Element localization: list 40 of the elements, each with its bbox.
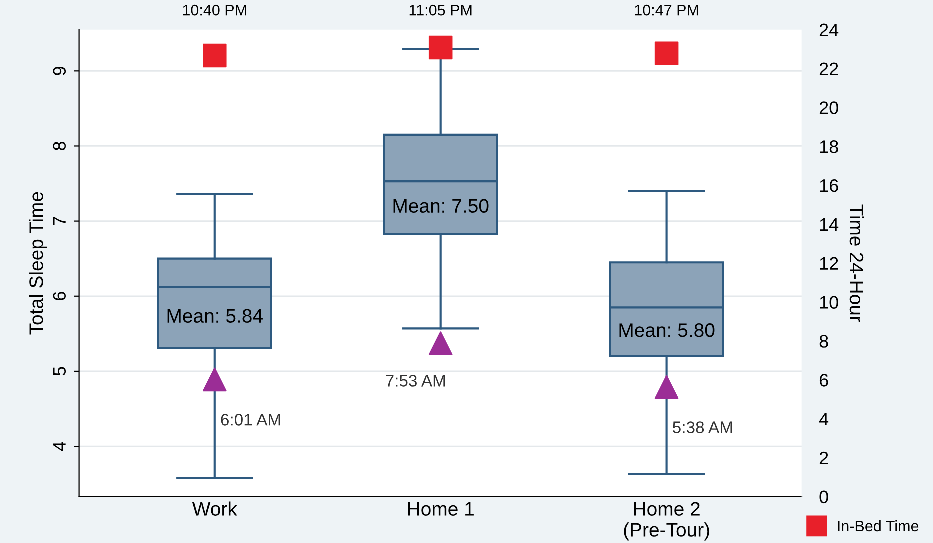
y2-tick-label: 4 <box>819 413 829 426</box>
y2-tick-label: 20 <box>820 102 838 114</box>
y2-tick-label: 16 <box>820 179 838 192</box>
point <box>202 368 227 392</box>
y2-tick-label: 10 <box>820 296 838 309</box>
x-tick-label: Home 2 (Pre-Tour) <box>624 502 710 541</box>
data-label: 10:40 PM <box>183 4 246 16</box>
y-tick-label: 4 <box>53 442 66 452</box>
y2-tick-label: 24 <box>820 24 839 36</box>
legend-label: In-Bed Time <box>838 520 919 532</box>
data-label: 6:01 AM <box>221 414 280 426</box>
point <box>654 42 679 66</box>
y2-tick-label: 18 <box>820 140 838 154</box>
y2-tick-label: 8 <box>820 335 828 348</box>
data-label: 5:38 AM <box>673 422 732 434</box>
y-axis-title: Total Sleep Time <box>29 192 48 335</box>
data-label: 11:05 PM <box>410 4 472 16</box>
point <box>428 36 453 60</box>
y-tick-label: 5 <box>53 367 66 376</box>
y2-tick-label: 0 <box>820 490 828 504</box>
annotation: Mean: 5.80 <box>620 324 715 338</box>
x-tick-label: Work <box>192 502 238 516</box>
annotation: Mean: 7.50 <box>394 199 489 214</box>
y-tick-label: 9 <box>53 66 66 76</box>
y2-tick-label: 2 <box>820 452 828 464</box>
annotation: Mean: 5.84 <box>168 309 263 324</box>
y2-axis-title: Time 24-Hour <box>850 204 864 322</box>
y2-tick-label: 6 <box>820 374 828 387</box>
y-tick-label: 8 <box>53 142 66 150</box>
y-tick-label: 6 <box>53 292 66 300</box>
y-tick-label: 7 <box>53 217 66 226</box>
point <box>202 44 227 68</box>
y2-tick-label: 14 <box>820 218 839 231</box>
point <box>654 375 679 400</box>
y2-tick-label: 12 <box>820 257 838 270</box>
x-tick-label: Home 1 <box>408 502 474 516</box>
data-label: 10:47 PM <box>635 4 698 16</box>
data-label: 7:53 AM <box>386 375 446 387</box>
y2-tick-label: 22 <box>820 62 838 76</box>
point <box>428 332 453 356</box>
